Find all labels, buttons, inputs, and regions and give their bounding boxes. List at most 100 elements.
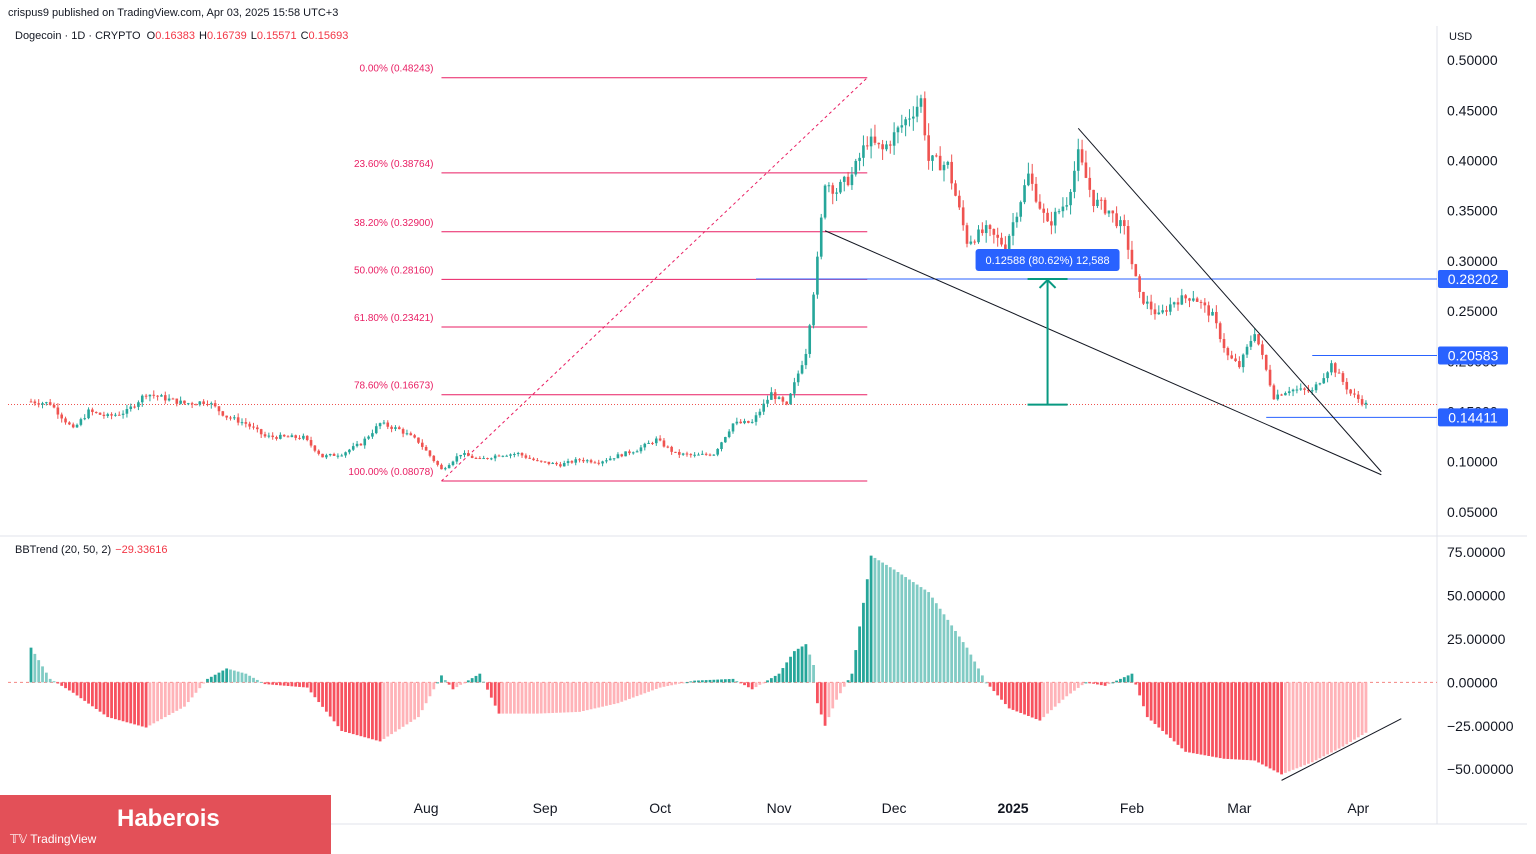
candle-body	[597, 462, 601, 464]
candle-body	[793, 382, 796, 394]
bbtrend-bar	[858, 626, 861, 683]
bbtrend-bar	[888, 567, 892, 683]
candle-body	[1238, 361, 1241, 368]
candle-body	[336, 455, 340, 457]
time-tick-label: Aug	[414, 800, 439, 816]
candle-body	[612, 458, 616, 460]
bbtrend-bar	[1023, 682, 1026, 715]
bbtrend-bar	[1330, 682, 1333, 753]
bbtrend-bar	[409, 682, 413, 722]
bbtrend-bar	[1230, 682, 1234, 760]
bbtrend-bar	[712, 679, 716, 683]
bbtrend-bar	[585, 682, 589, 711]
candle-body	[685, 453, 689, 455]
candle-body	[371, 433, 374, 437]
fib-level-label: 23.60% (0.38764)	[354, 159, 434, 170]
candle-body	[1284, 393, 1287, 396]
candle-body	[927, 135, 930, 161]
candle-body	[536, 460, 539, 462]
candle-body	[1341, 373, 1345, 382]
bbtrend-bar	[1199, 682, 1203, 755]
candle-body	[359, 443, 363, 446]
candle-body	[436, 461, 439, 465]
candle-body	[1353, 393, 1356, 395]
candle-body	[225, 415, 228, 418]
candle-body	[1337, 372, 1341, 374]
candle-body	[1050, 221, 1053, 226]
bbtrend-bar	[984, 682, 988, 684]
candle-body	[693, 454, 696, 456]
bbtrend-bar	[854, 650, 858, 683]
bbtrend-bar	[539, 682, 543, 714]
bbtrend-bar	[432, 682, 436, 690]
bbtrend-bar	[881, 562, 885, 683]
bbtrend-bar	[1080, 682, 1084, 686]
candle-body	[708, 454, 712, 456]
bbtrend-bar	[351, 682, 355, 735]
bbtrend-bar	[374, 682, 378, 741]
candle-body	[1326, 372, 1329, 379]
bbtrend-bar	[1241, 682, 1245, 760]
candle-body	[689, 454, 693, 456]
bbtrend-bar	[236, 671, 240, 683]
price-tick-label: 0.05000	[1447, 504, 1498, 520]
bbtrend-bar	[769, 678, 773, 683]
bbtrend-bar	[566, 682, 570, 713]
bbtrend-bar	[144, 682, 148, 728]
candle-body	[98, 412, 102, 415]
candle-body	[87, 409, 90, 419]
bbtrend-bar	[447, 682, 451, 685]
bbtrend-bar	[631, 682, 635, 698]
candle-body	[467, 453, 470, 456]
candle-body	[474, 457, 478, 459]
candle-body	[420, 442, 424, 447]
candle-body	[1222, 339, 1226, 349]
candle-body	[37, 403, 40, 405]
candle-body	[463, 453, 466, 455]
high-value: 0.16739	[206, 30, 247, 42]
candle-body	[524, 455, 528, 458]
bbtrend-bar	[1157, 682, 1161, 728]
candle-body	[1107, 210, 1111, 214]
candle-body	[505, 455, 508, 457]
candle-body	[1004, 244, 1007, 251]
candle-body	[781, 397, 785, 402]
candle-body	[1134, 264, 1138, 277]
candle-body	[428, 450, 432, 456]
candle-body	[946, 161, 950, 165]
bbtrend-bar	[743, 682, 746, 686]
candle-body	[33, 401, 37, 404]
time-tick-label: Apr	[1347, 800, 1369, 816]
candle-body	[777, 397, 781, 400]
candle-body	[935, 155, 938, 157]
candle-body	[562, 463, 566, 467]
bbtrend-bar	[1341, 682, 1345, 747]
bbtrend-bar	[440, 675, 443, 683]
candle-body	[1038, 201, 1042, 209]
currency-label: USD	[1449, 31, 1473, 43]
candle-body	[486, 458, 489, 460]
candle-body	[516, 453, 520, 455]
candle-body	[1096, 199, 1099, 207]
candle-body	[869, 136, 873, 147]
bbtrend-bar	[486, 682, 489, 690]
candle-body	[137, 402, 140, 407]
candle-body	[1234, 358, 1237, 362]
bbtrend-bar	[789, 656, 792, 683]
candle-body	[447, 465, 451, 469]
candle-body	[1356, 394, 1360, 400]
bbtrend-bar	[1326, 682, 1329, 755]
candle-body	[48, 402, 52, 405]
bbtrend-bar	[1283, 682, 1287, 773]
indicator-tick-label: 75.00000	[1447, 544, 1506, 560]
candle-body	[1199, 301, 1203, 303]
candle-body	[1318, 383, 1322, 385]
bbtrend-bar	[336, 682, 340, 727]
bbtrend-bar	[551, 682, 555, 713]
candle-body	[190, 403, 194, 405]
candle-body	[1126, 226, 1130, 250]
bbtrend-bar	[1057, 682, 1061, 704]
bbtrend-bar	[578, 682, 581, 712]
time-tick-label: Feb	[1120, 800, 1144, 816]
